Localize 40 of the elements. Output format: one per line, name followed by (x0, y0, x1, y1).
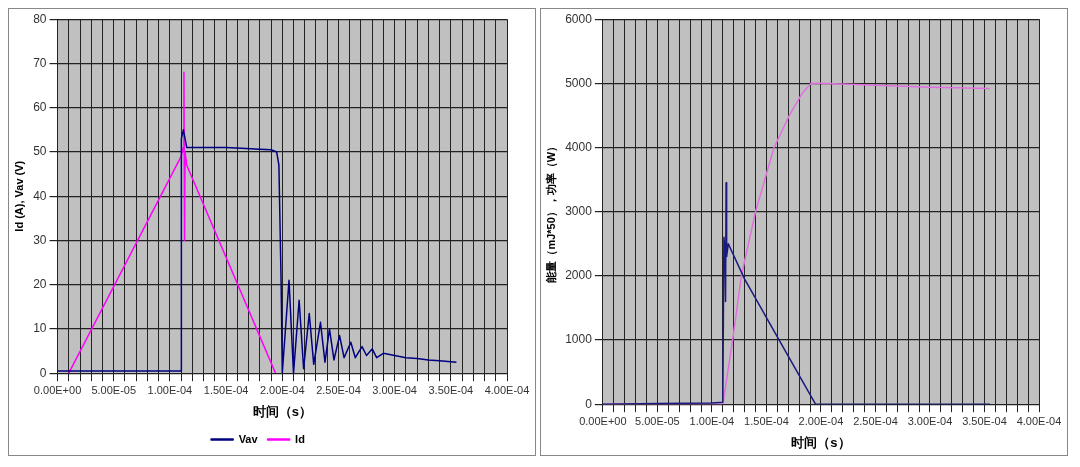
y-tick-label: 0 (585, 396, 593, 411)
y-tick-label: 20 (33, 277, 47, 292)
y-tick-label: 4000 (565, 139, 593, 154)
legend-label: Vav (238, 432, 259, 445)
y-axis-title: Id (A), Vav (V) (12, 160, 25, 232)
x-tick-label: 0.00E+00 (33, 383, 82, 396)
x-axis-title: 时间（s） (791, 434, 851, 450)
x-tick-label: 2.50E-04 (853, 414, 898, 427)
x-tick-label: 1.00E-04 (689, 414, 735, 427)
x-axis-title: 时间（s） (252, 403, 312, 419)
x-tick-label: 1.00E-04 (147, 383, 193, 396)
legend-label: Id (295, 432, 305, 445)
x-tick-label: 4.00E-04 (1016, 414, 1062, 427)
x-tick-label: 5.00E-05 (91, 383, 137, 396)
y-tick-label: 6000 (565, 11, 593, 26)
x-tick-label: 2.00E-04 (798, 414, 844, 427)
y-tick-label: 5000 (565, 75, 593, 90)
x-tick-label: 0.00E+00 (579, 414, 627, 427)
y-tick-label: 30 (33, 232, 47, 247)
y-tick-label: 60 (33, 100, 47, 115)
y-axis-title: 能量（mJ*50），功率（W） (544, 140, 558, 283)
y-tick-label: 10 (33, 321, 47, 336)
y-tick-label: 1000 (565, 332, 593, 347)
y-tick-label: 3000 (565, 204, 593, 219)
y-tick-label: 2000 (565, 268, 593, 283)
y-tick-label: 50 (33, 144, 47, 159)
x-tick-label: 5.00E-05 (635, 414, 680, 427)
y-tick-label: 80 (33, 11, 47, 26)
x-tick-label: 3.00E-04 (372, 383, 417, 396)
x-tick-label: 2.50E-04 (316, 383, 361, 396)
x-tick-label: 1.50E-04 (203, 383, 249, 396)
x-tick-label: 3.50E-04 (962, 414, 1007, 427)
y-tick-label: 40 (33, 188, 47, 203)
x-tick-label: 1.50E-04 (744, 414, 789, 427)
y-tick-label: 0 (39, 365, 47, 380)
x-tick-label: 2.00E-04 (259, 383, 305, 396)
x-tick-label: 3.00E-04 (907, 414, 953, 427)
x-tick-label: 4.00E-04 (484, 383, 530, 396)
y-tick-label: 70 (33, 55, 47, 70)
x-tick-label: 3.50E-04 (428, 383, 474, 396)
